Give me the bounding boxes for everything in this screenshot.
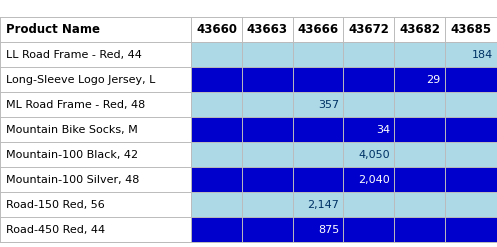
Bar: [0, 117, 497, 142]
Bar: [0, 142, 497, 167]
Text: 43685: 43685: [450, 23, 492, 36]
Text: 4,050: 4,050: [358, 150, 390, 160]
Bar: [0, 67, 191, 92]
Text: 184: 184: [472, 50, 493, 60]
Bar: [0, 92, 191, 117]
Text: Road-150 Red, 56: Road-150 Red, 56: [6, 200, 105, 210]
Bar: [0, 217, 497, 242]
Bar: [0, 92, 497, 117]
Bar: [0, 42, 191, 67]
Text: LL Road Frame - Red, 44: LL Road Frame - Red, 44: [6, 50, 142, 60]
Bar: [0, 142, 191, 167]
Text: Road-450 Red, 44: Road-450 Red, 44: [6, 225, 105, 235]
Bar: [0, 217, 191, 242]
Text: 43660: 43660: [196, 23, 237, 36]
Bar: [0, 17, 497, 42]
Text: 43672: 43672: [348, 23, 389, 36]
Bar: [0, 117, 191, 142]
Bar: [0, 167, 191, 192]
Text: ML Road Frame - Red, 48: ML Road Frame - Red, 48: [6, 100, 145, 110]
Text: 43663: 43663: [247, 23, 288, 36]
Text: 43682: 43682: [399, 23, 440, 36]
Bar: [0, 192, 191, 217]
Bar: [0, 167, 497, 192]
Text: Product Name: Product Name: [6, 23, 100, 36]
Text: Mountain-100 Black, 42: Mountain-100 Black, 42: [6, 150, 138, 160]
Text: Long-Sleeve Logo Jersey, L: Long-Sleeve Logo Jersey, L: [6, 75, 156, 85]
Text: 357: 357: [318, 100, 339, 110]
Bar: [0, 192, 497, 217]
Text: 43666: 43666: [298, 23, 338, 36]
Text: 2,040: 2,040: [358, 175, 390, 185]
Text: 2,147: 2,147: [308, 200, 339, 210]
Bar: [0, 42, 497, 67]
Bar: [0, 67, 497, 92]
Text: 875: 875: [318, 225, 339, 235]
Text: Mountain-100 Silver, 48: Mountain-100 Silver, 48: [6, 175, 139, 185]
Text: 34: 34: [376, 125, 390, 135]
Text: 29: 29: [426, 75, 441, 85]
Text: Mountain Bike Socks, M: Mountain Bike Socks, M: [6, 125, 138, 135]
